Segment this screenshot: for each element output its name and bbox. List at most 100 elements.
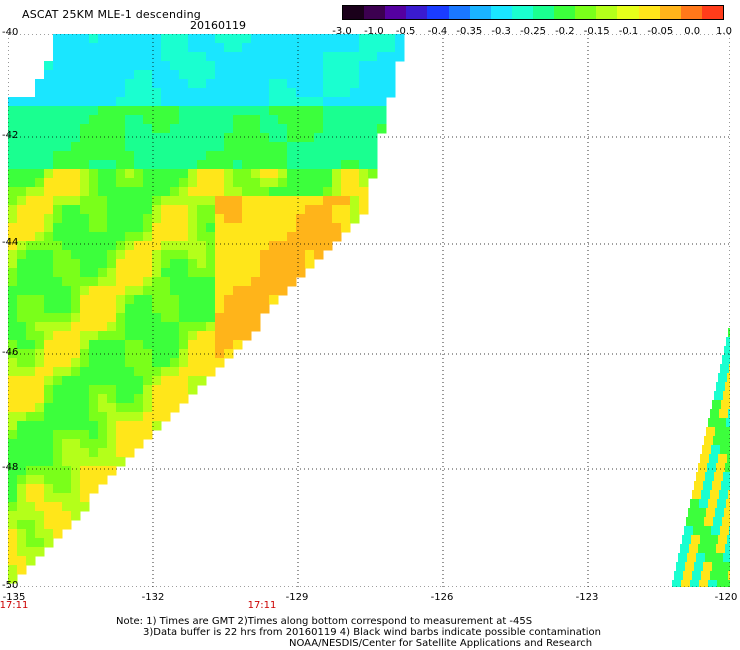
- swath-cell: [206, 88, 216, 98]
- swath-cell: [699, 580, 709, 587]
- swath-cell: [17, 529, 27, 539]
- swath-cell: [332, 124, 342, 134]
- swath-cell: [188, 358, 198, 368]
- swath-cell: [170, 349, 180, 359]
- swath-cell: [260, 142, 270, 152]
- swath-cell: [161, 331, 171, 341]
- swath-cell: [107, 430, 117, 440]
- swath-cell: [134, 241, 144, 251]
- swath-cell: [224, 205, 234, 215]
- swath-cell: [44, 61, 54, 71]
- swath-cell: [53, 196, 63, 206]
- swath-cell: [709, 535, 719, 545]
- swath-cell: [161, 79, 171, 89]
- swath-cell: [269, 79, 279, 89]
- swath-cell: [260, 43, 270, 53]
- swath-cell: [170, 34, 180, 44]
- swath-cell: [53, 34, 63, 44]
- swath-cell: [44, 385, 54, 395]
- swath-cell: [17, 268, 27, 278]
- swath-cell: [152, 43, 162, 53]
- swath-cell: [98, 349, 108, 359]
- swath-cell: [89, 484, 99, 494]
- swath-cell: [296, 133, 306, 143]
- swath-cell: [260, 295, 270, 305]
- swath-cell: [206, 106, 216, 116]
- swath-map[interactable]: [8, 34, 730, 587]
- swath-cell: [35, 106, 45, 116]
- swath-cell: [116, 124, 126, 134]
- swath-cell: [71, 196, 81, 206]
- swath-cell: [314, 178, 324, 188]
- swath-cell: [26, 385, 36, 395]
- swath-cell: [726, 580, 730, 587]
- swath-cell: [143, 115, 153, 125]
- swath-cell: [721, 481, 730, 491]
- swath-cell: [188, 241, 198, 251]
- swath-cell: [161, 277, 171, 287]
- swath-cell: [728, 328, 730, 338]
- swath-cell: [26, 169, 36, 179]
- swath-cell: [224, 304, 234, 314]
- swath-cell: [206, 115, 216, 125]
- swath-cell: [71, 385, 81, 395]
- swath-cell: [8, 538, 18, 548]
- swath-cell: [35, 160, 45, 170]
- swath-cell: [53, 115, 63, 125]
- swath-cell: [233, 70, 243, 80]
- swath-cell: [89, 250, 99, 260]
- swath-cell: [386, 61, 396, 71]
- swath-cell: [681, 580, 691, 587]
- swath-cell: [44, 403, 54, 413]
- swath-cell: [260, 169, 270, 179]
- swath-cell: [53, 52, 63, 62]
- swath-cell: [143, 313, 153, 323]
- swath-cell: [71, 268, 81, 278]
- swath-cell: [17, 223, 27, 233]
- swath-cell: [98, 295, 108, 305]
- swath-cell: [233, 214, 243, 224]
- swath-cell: [116, 331, 126, 341]
- swath-cell: [287, 223, 297, 233]
- swath-cell: [224, 151, 234, 161]
- swath-cell: [53, 331, 63, 341]
- swath-cell: [125, 385, 135, 395]
- swath-cell: [702, 445, 712, 455]
- swath-cell: [116, 151, 126, 161]
- swath-cell: [323, 160, 333, 170]
- color-scale-label: -0.5: [395, 26, 416, 37]
- swath-cell: [188, 385, 198, 395]
- swath-cell: [17, 421, 27, 431]
- swath-cell: [332, 115, 342, 125]
- swath-cell: [89, 304, 99, 314]
- swath-cell: [170, 331, 180, 341]
- swath-cell: [71, 160, 81, 170]
- swath-cell: [179, 142, 189, 152]
- swath-cell: [107, 43, 117, 53]
- swath-cell: [152, 358, 162, 368]
- swath-cell: [125, 142, 135, 152]
- swath-cell: [242, 214, 252, 224]
- swath-cell: [179, 340, 189, 350]
- swath-cell: [44, 214, 54, 224]
- swath-cell: [125, 322, 135, 332]
- swath-cell: [179, 322, 189, 332]
- swath-cell: [197, 286, 207, 296]
- swath-cell: [296, 52, 306, 62]
- swath-cell: [17, 493, 27, 503]
- swath-cell: [224, 61, 234, 71]
- swath-cell: [188, 34, 198, 44]
- swath-cell: [80, 331, 90, 341]
- swath-cell: [242, 313, 252, 323]
- swath-cell: [224, 286, 234, 296]
- swath-cell: [206, 268, 216, 278]
- swath-cell: [709, 454, 719, 464]
- swath-cell: [287, 259, 297, 269]
- swath-cell: [161, 43, 171, 53]
- swath-cell: [26, 556, 36, 566]
- swath-cell: [71, 421, 81, 431]
- lon-label-126: -126: [430, 592, 454, 603]
- swath-cell: [287, 214, 297, 224]
- swath-cell: [386, 34, 396, 44]
- swath-cell: [341, 115, 351, 125]
